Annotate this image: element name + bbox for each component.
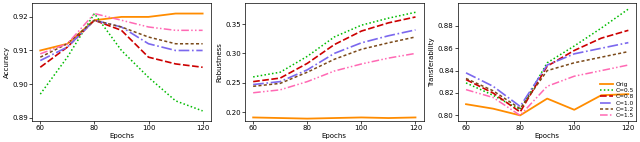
Y-axis label: Robustness: Robustness	[216, 42, 222, 82]
Y-axis label: Accuracy: Accuracy	[3, 46, 10, 78]
X-axis label: Epochs: Epochs	[534, 132, 560, 139]
X-axis label: Epochs: Epochs	[322, 132, 347, 139]
X-axis label: Epochs: Epochs	[109, 132, 134, 139]
Y-axis label: Transferability: Transferability	[429, 37, 435, 87]
Legend: Orig, C=0.5, C=0.8, C=1.0, C=1.2, C=1.5: Orig, C=0.5, C=0.8, C=1.0, C=1.2, C=1.5	[599, 81, 635, 119]
